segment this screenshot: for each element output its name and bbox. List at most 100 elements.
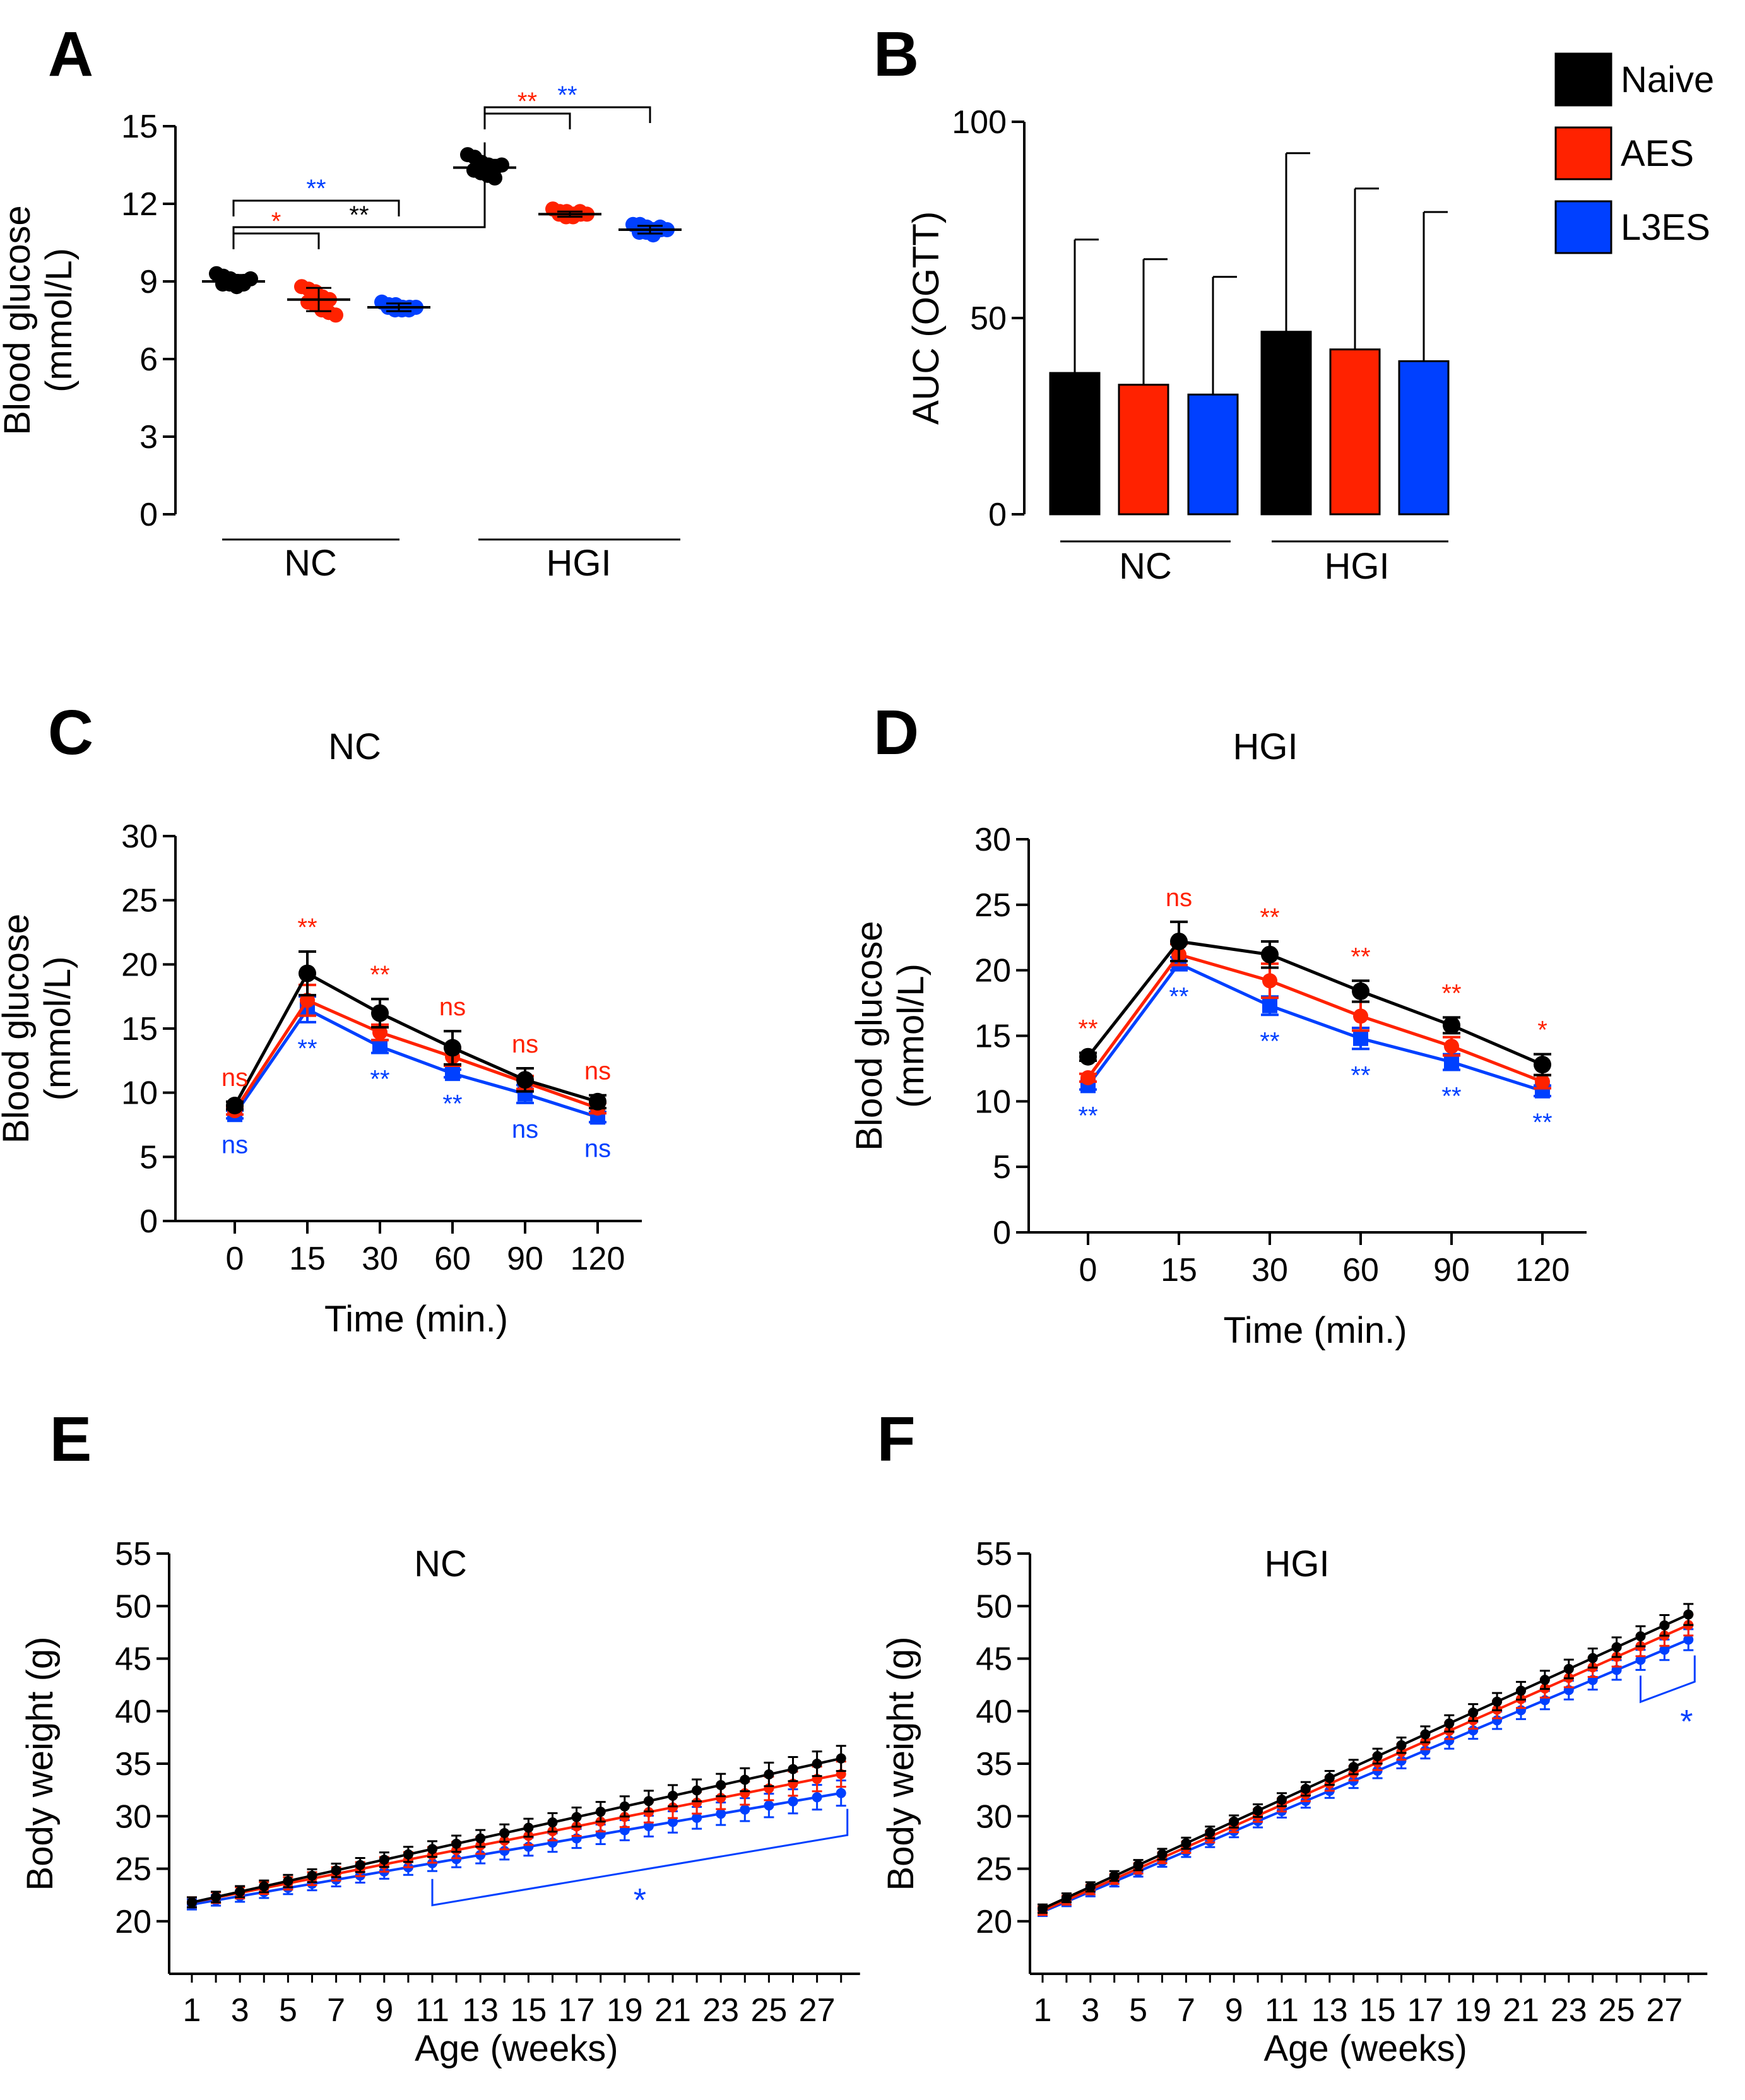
panel-d-y-tick-label: 20 xyxy=(974,953,1011,989)
panel-c-annotation-l3es: ** xyxy=(370,1066,389,1094)
panel-f-point xyxy=(1348,1762,1359,1773)
panel-c-point xyxy=(372,1039,387,1054)
panel-e-point xyxy=(668,1817,678,1827)
panel-c-annotation-l3es: ns xyxy=(584,1135,611,1162)
panel-c-y-tick-label: 0 xyxy=(139,1203,158,1240)
panel-f-point xyxy=(1229,1816,1239,1827)
panel-d-point xyxy=(1444,1039,1459,1054)
panel-f-x-tick-label: 1 xyxy=(1034,1992,1052,2029)
panel-e-point xyxy=(788,1764,798,1774)
panel-c: C NC 0 5 10 15 20 25 30 Blood glucose(mmol/L) 0 15 3… xyxy=(0,697,642,1340)
panel-f-point xyxy=(1300,1783,1311,1794)
panel-b-bar-group xyxy=(1329,187,1381,516)
panel-d-point xyxy=(1170,932,1188,950)
panel-e-x-tick-label: 15 xyxy=(510,1992,547,2029)
panel-a-sd-bar xyxy=(306,286,331,312)
panel-d-y-title: Blood glucose(mmol/L) xyxy=(849,921,932,1150)
panel-c-point xyxy=(589,1092,606,1111)
panel-a-point xyxy=(487,170,502,186)
panel-d-y-tick-label: 15 xyxy=(974,1018,1011,1055)
panel-e-point xyxy=(595,1807,606,1817)
panel-f-point xyxy=(1659,1644,1670,1655)
panel-f-line xyxy=(1042,1638,1689,1913)
panel-b-bar-group xyxy=(1398,211,1450,516)
panel-f-line xyxy=(1042,1624,1689,1912)
panel-e-x-tick-label: 7 xyxy=(327,1992,345,2029)
panel-b-bar-group xyxy=(1049,239,1101,516)
panel-d-x-tick-label: 60 xyxy=(1342,1252,1379,1289)
panel-e-x-tick-label: 17 xyxy=(559,1992,595,2029)
panel-c-x-tick-label: 30 xyxy=(362,1241,398,1277)
panel-e-point xyxy=(547,1817,558,1828)
panel-e-point xyxy=(692,1812,702,1823)
panel-e-point xyxy=(475,1833,486,1844)
panel-b-bar-group xyxy=(1187,276,1239,516)
panel-f-point xyxy=(1420,1729,1431,1740)
panel-f-point xyxy=(1085,1882,1096,1892)
panel-d-point xyxy=(1534,1056,1551,1074)
panel-e-point xyxy=(211,1892,222,1902)
panel-a-y-tick-label: 0 xyxy=(139,497,158,533)
panel-e-point xyxy=(499,1827,510,1838)
panel-f-title: HGI xyxy=(1264,1543,1329,1584)
panel-d-point xyxy=(1262,973,1277,989)
panel-c-point xyxy=(372,1025,387,1041)
panel-a-y-tick-label: 15 xyxy=(121,109,158,145)
panel-f-point xyxy=(1683,1634,1694,1645)
panel-e-point xyxy=(740,1774,750,1785)
panel-e-y-tick-label: 35 xyxy=(115,1746,151,1783)
panel-d-y-tick-label: 25 xyxy=(974,887,1011,924)
panel-e-y-tick-label: 50 xyxy=(115,1588,151,1625)
panel-a-point xyxy=(328,307,343,323)
panel-d-y-tick-label: 30 xyxy=(974,822,1011,858)
panel-a-sd-bar xyxy=(386,302,411,312)
panel-f-x-tick-label: 9 xyxy=(1225,1992,1243,2029)
panel-c-series-aes xyxy=(226,983,606,1119)
panel-e-point xyxy=(764,1800,774,1811)
panel-a-y-tick-label: 6 xyxy=(139,341,158,378)
panel-f-x-tick-label: 17 xyxy=(1407,1992,1443,2029)
panel-c-point xyxy=(445,1066,460,1082)
panel-f-bracket-path xyxy=(1640,1655,1696,1704)
panel-e-point xyxy=(403,1849,413,1860)
panel-d-y-tick-label: 10 xyxy=(974,1083,1011,1120)
panel-e-point xyxy=(379,1855,389,1865)
panel-d-x-tick-label: 90 xyxy=(1433,1252,1470,1289)
panel-f-x-tick-label: 3 xyxy=(1081,1992,1099,2029)
panel-e-point xyxy=(643,1820,654,1831)
panel-b-y-tick-label: 100 xyxy=(952,104,1007,141)
panel-d-annotation-aes: ** xyxy=(1078,1015,1097,1042)
legend-label-l3es: L3ES xyxy=(1621,207,1710,248)
panel-d-annotation-l3es: ** xyxy=(1441,1082,1461,1110)
panel-e-x-tick-label: 1 xyxy=(183,1992,201,2029)
panel-b-bar-group xyxy=(1118,258,1169,516)
panel-e-point xyxy=(307,1870,317,1881)
panel-d-line xyxy=(1086,962,1543,1093)
panel-e-x-tick-label: 13 xyxy=(462,1992,499,2029)
panel-d-point xyxy=(1352,982,1369,1000)
panel-letter-c: C xyxy=(48,697,93,768)
panel-e-y-tick-label: 45 xyxy=(115,1641,151,1678)
panel-d-line xyxy=(1086,952,1543,1083)
panel-b-y-title: AUC (OGTT) xyxy=(906,211,947,425)
panel-d-x-tick-label: 30 xyxy=(1251,1252,1288,1289)
panel-d-point xyxy=(1262,998,1277,1013)
panel-e-point xyxy=(764,1769,774,1780)
legend-label-aes: AES xyxy=(1621,133,1694,174)
panel-b-y-tick-label: 0 xyxy=(988,497,1007,533)
panel-f-point xyxy=(1635,1655,1646,1665)
panel-a-group-label-nc: NC xyxy=(284,543,337,584)
panel-c-annotation-aes: ** xyxy=(297,914,317,941)
panel-c-x-tick-label: 15 xyxy=(289,1241,326,1277)
panel-d: D HGI 0 5 10 15 20 25 30 Blood glucose(mmol/L) 0 15… xyxy=(849,697,1587,1351)
panel-c-annotation-aes: ns xyxy=(512,1030,538,1058)
panel-a-y-tick-label: 12 xyxy=(121,186,158,223)
panel-e-x-tick-label: 21 xyxy=(654,1992,691,2029)
panel-a-sd-bar xyxy=(637,225,663,235)
panel-a-point xyxy=(243,271,258,286)
panel-e-x-tick-label: 25 xyxy=(750,1992,787,2029)
panel-letter-f: F xyxy=(877,1404,915,1475)
panel-e-point xyxy=(716,1779,726,1790)
panel-d-annotation-l3es: ** xyxy=(1260,1027,1279,1055)
